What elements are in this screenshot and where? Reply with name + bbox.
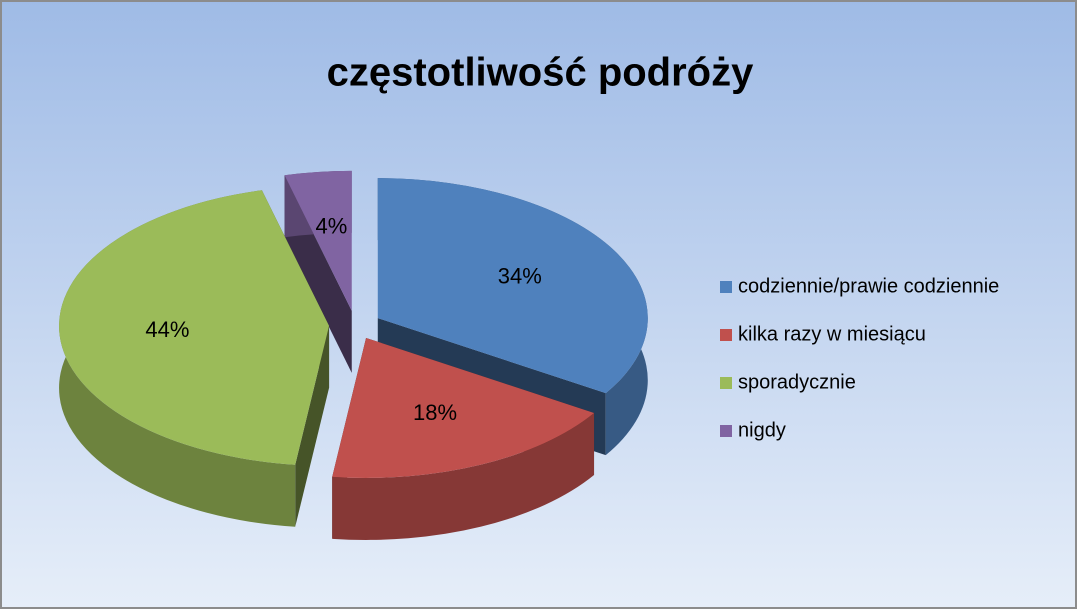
data-label: 34% — [498, 263, 542, 288]
legend-swatch — [720, 329, 732, 341]
legend-label: sporadycznie — [738, 371, 856, 393]
legend-label: kilka razy w miesiącu — [738, 323, 926, 345]
data-label: 18% — [413, 400, 457, 425]
legend-swatch — [720, 377, 732, 389]
legend-label: codziennie/prawie codziennie — [738, 275, 999, 297]
slice-wall — [295, 325, 330, 527]
slice — [284, 170, 352, 373]
legend-label: nigdy — [738, 419, 786, 441]
slice — [59, 190, 330, 527]
chart-title: częstotliwość podróży — [327, 51, 754, 95]
slice-top — [377, 178, 648, 394]
slice-top — [332, 337, 595, 478]
legend-swatch — [720, 425, 732, 437]
slice-top — [284, 170, 352, 311]
data-label: 4% — [316, 213, 348, 238]
legend-swatch — [720, 281, 732, 293]
slice — [332, 337, 595, 540]
slice-side — [332, 412, 595, 540]
data-label: 44% — [145, 317, 189, 342]
slice-top — [59, 190, 330, 465]
